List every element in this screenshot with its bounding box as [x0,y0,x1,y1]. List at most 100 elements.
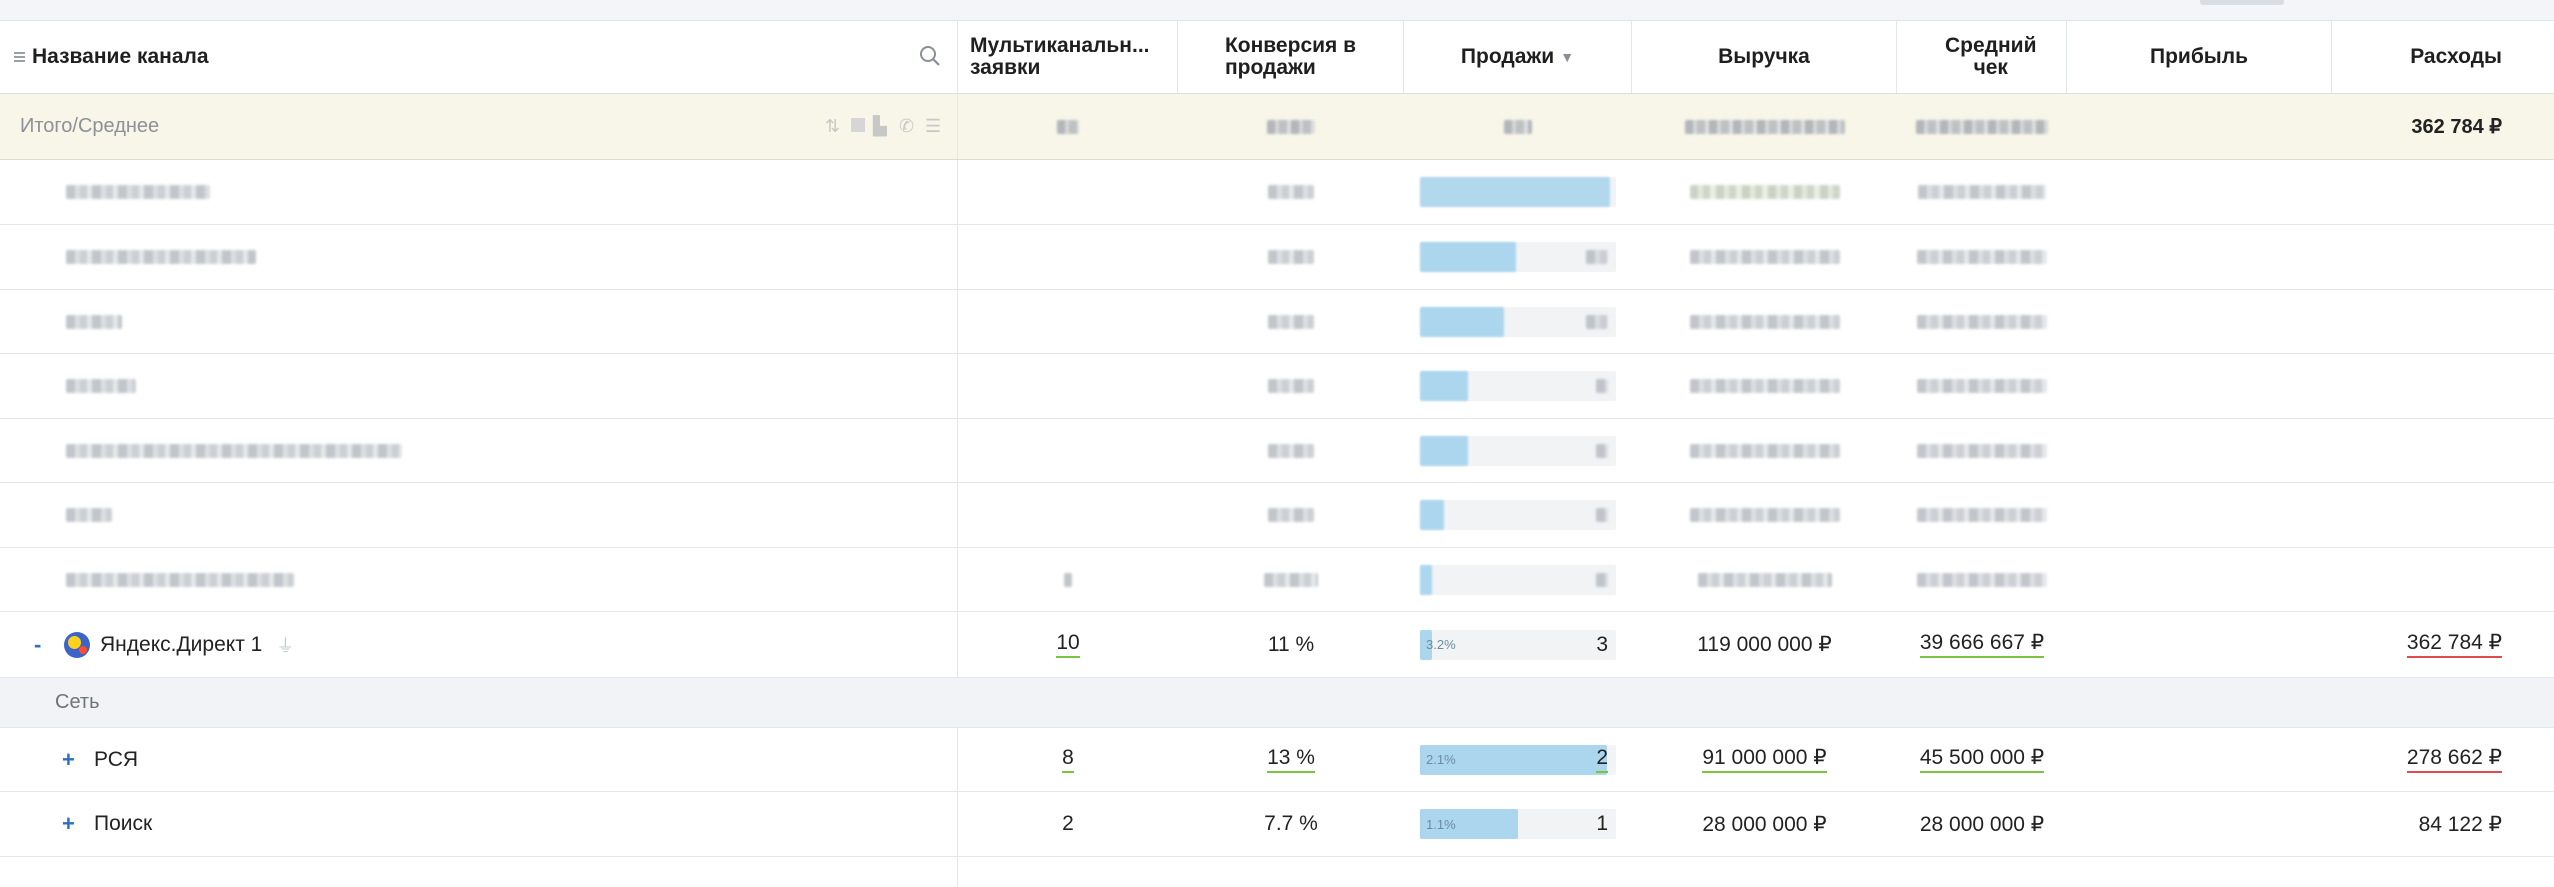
col-conversion-label-2: продажи [1224,56,1316,79]
revenue-value: 119 000 000 ₽ [1697,633,1832,656]
row-sales [1404,354,1632,418]
expand-toggle[interactable]: + [62,811,75,836]
row-conversion [1178,290,1404,353]
sales-value[interactable]: 2 [1596,746,1608,773]
table-row[interactable] [0,548,2554,612]
chart-icon[interactable]: ▙ [873,116,887,136]
costs-value[interactable]: 278 662 ₽ [2406,746,2502,773]
row-conversion: 11 % [1178,612,1404,677]
total-label-cell: Итого/Среднее ⇅ ▙ ✆ ☰ [0,94,958,159]
row-name [0,290,958,353]
sort-arrows-icon[interactable]: ⇅ [825,116,841,136]
channel-name[interactable]: Поиск [94,812,153,835]
sales-bar: 3.2% 3 [1420,629,1616,660]
row-avg-check [1897,225,2067,289]
sales-bar [1420,177,1616,207]
row-conversion [1178,160,1404,224]
row-sales: 2.1% 2 [1404,728,1632,791]
redacted-value [1689,314,1840,329]
revenue-value[interactable]: 91 000 000 ₽ [1702,746,1827,773]
channel-name[interactable]: Яндекс.Директ 1 [100,632,263,656]
table-row[interactable] [0,160,2554,225]
row-name [0,160,958,224]
table-row-search[interactable]: + Поиск 2 7.7 % 1.1% 1 28 000 000 ₽ 28 0… [0,792,2554,857]
avg-check-value[interactable]: 45 500 000 ₽ [1919,746,2045,773]
row-multichannel [958,225,1178,289]
search-icon[interactable] [919,45,941,67]
sales-share: 3.2% [1426,637,1456,652]
col-avg-check[interactable]: Средний чек [1897,21,2067,93]
col-profit[interactable]: Прибыль [2067,21,2332,93]
row-revenue: 119 000 000 ₽ [1632,612,1897,677]
square-icon[interactable] [851,118,865,132]
redacted-value [1917,314,2047,329]
conversion-value: 7.7 % [1264,812,1318,835]
redacted-value [1689,379,1840,393]
redacted-text [66,508,112,522]
row-conversion [1178,419,1404,482]
collapse-toggle[interactable]: - [34,631,42,657]
table-row[interactable] [0,483,2554,548]
table-row[interactable] [0,354,2554,419]
col-revenue[interactable]: Выручка [1632,21,1897,93]
col-conversion[interactable]: Конверсия в продажи [1178,21,1404,93]
redacted-text [66,250,256,264]
column-menu-icon[interactable] [14,50,25,64]
table-row-yandex-direct[interactable]: - Яндекс.Директ 1 ⏚ 10 11 % 3.2% 3 119 0… [0,612,2554,678]
conversion-value[interactable]: 13 % [1267,746,1315,773]
phone-icon[interactable]: ✆ [899,116,915,136]
col-channel-name[interactable]: Название канала [0,21,958,93]
col-costs[interactable]: Расходы [2332,21,2554,93]
row-revenue: 91 000 000 ₽ [1632,728,1897,791]
table-row[interactable] [0,225,2554,290]
redacted-value [1268,508,1314,522]
row-conversion: 7.7 % [1178,792,1404,856]
col-multichannel-label: Мультиканальн... [970,34,1150,57]
total-revenue [1632,94,1897,159]
row-name [0,354,958,418]
col-avg-check-label-2: чек [1973,56,2008,79]
conversion-value: 11 % [1267,632,1315,656]
col-multichannel[interactable]: Мультиканальн... заявки [958,21,1178,93]
list-icon[interactable]: ☰ [925,116,942,136]
col-sales[interactable]: Продажи ▼ [1404,21,1632,93]
sales-bar-fill [1420,744,1608,775]
plug-icon: ⏚ [276,635,295,656]
row-sales [1404,290,1632,353]
table-row[interactable] [0,419,2554,483]
multichannel-value[interactable]: 10 [1056,631,1080,658]
costs-value: 84 122 ₽ [2418,812,2502,836]
row-revenue [1632,225,1897,289]
sales-value: 1 [1596,812,1608,835]
total-row: Итого/Среднее ⇅ ▙ ✆ ☰ 362 784 ₽ [0,94,2554,160]
redacted-value [1918,185,2046,199]
row-avg-check: 45 500 000 ₽ [1897,728,2067,791]
redacted-value [1917,250,2047,264]
row-profit [2067,792,2332,856]
sales-share: 1.1% [1426,816,1456,832]
row-multichannel [958,290,1178,353]
redacted-value [1267,119,1315,134]
row-sales [1404,225,1632,289]
redacted-text [66,443,402,458]
top-tab[interactable] [2200,0,2284,5]
row-avg-check [1897,354,2067,418]
redacted-text [66,572,294,587]
row-name [0,483,958,547]
row-tools: ⇅ ▙ ✆ ☰ [825,116,943,136]
costs-value[interactable]: 362 784 ₽ [2406,631,2502,658]
yandex-direct-logo-icon [64,631,90,658]
avg-check-value[interactable]: 39 666 667 ₽ [1919,631,2045,658]
row-multichannel: 2 [958,792,1178,856]
table-row-rsya[interactable]: + РСЯ 8 13 % 2.1% 2 91 000 000 ₽ 45 500 … [0,728,2554,792]
sort-desc-icon[interactable]: ▼ [1560,49,1575,65]
multichannel-value[interactable]: 8 [1062,746,1074,773]
sales-share: 2.1% [1426,752,1456,767]
channel-name[interactable]: РСЯ [94,747,139,771]
col-costs-label: Расходы [2410,45,2502,68]
expand-toggle[interactable]: + [62,746,75,772]
col-sales-label: Продажи [1460,45,1555,68]
table-row[interactable] [0,290,2554,354]
row-multichannel [958,483,1178,547]
sales-bar [1420,306,1616,337]
